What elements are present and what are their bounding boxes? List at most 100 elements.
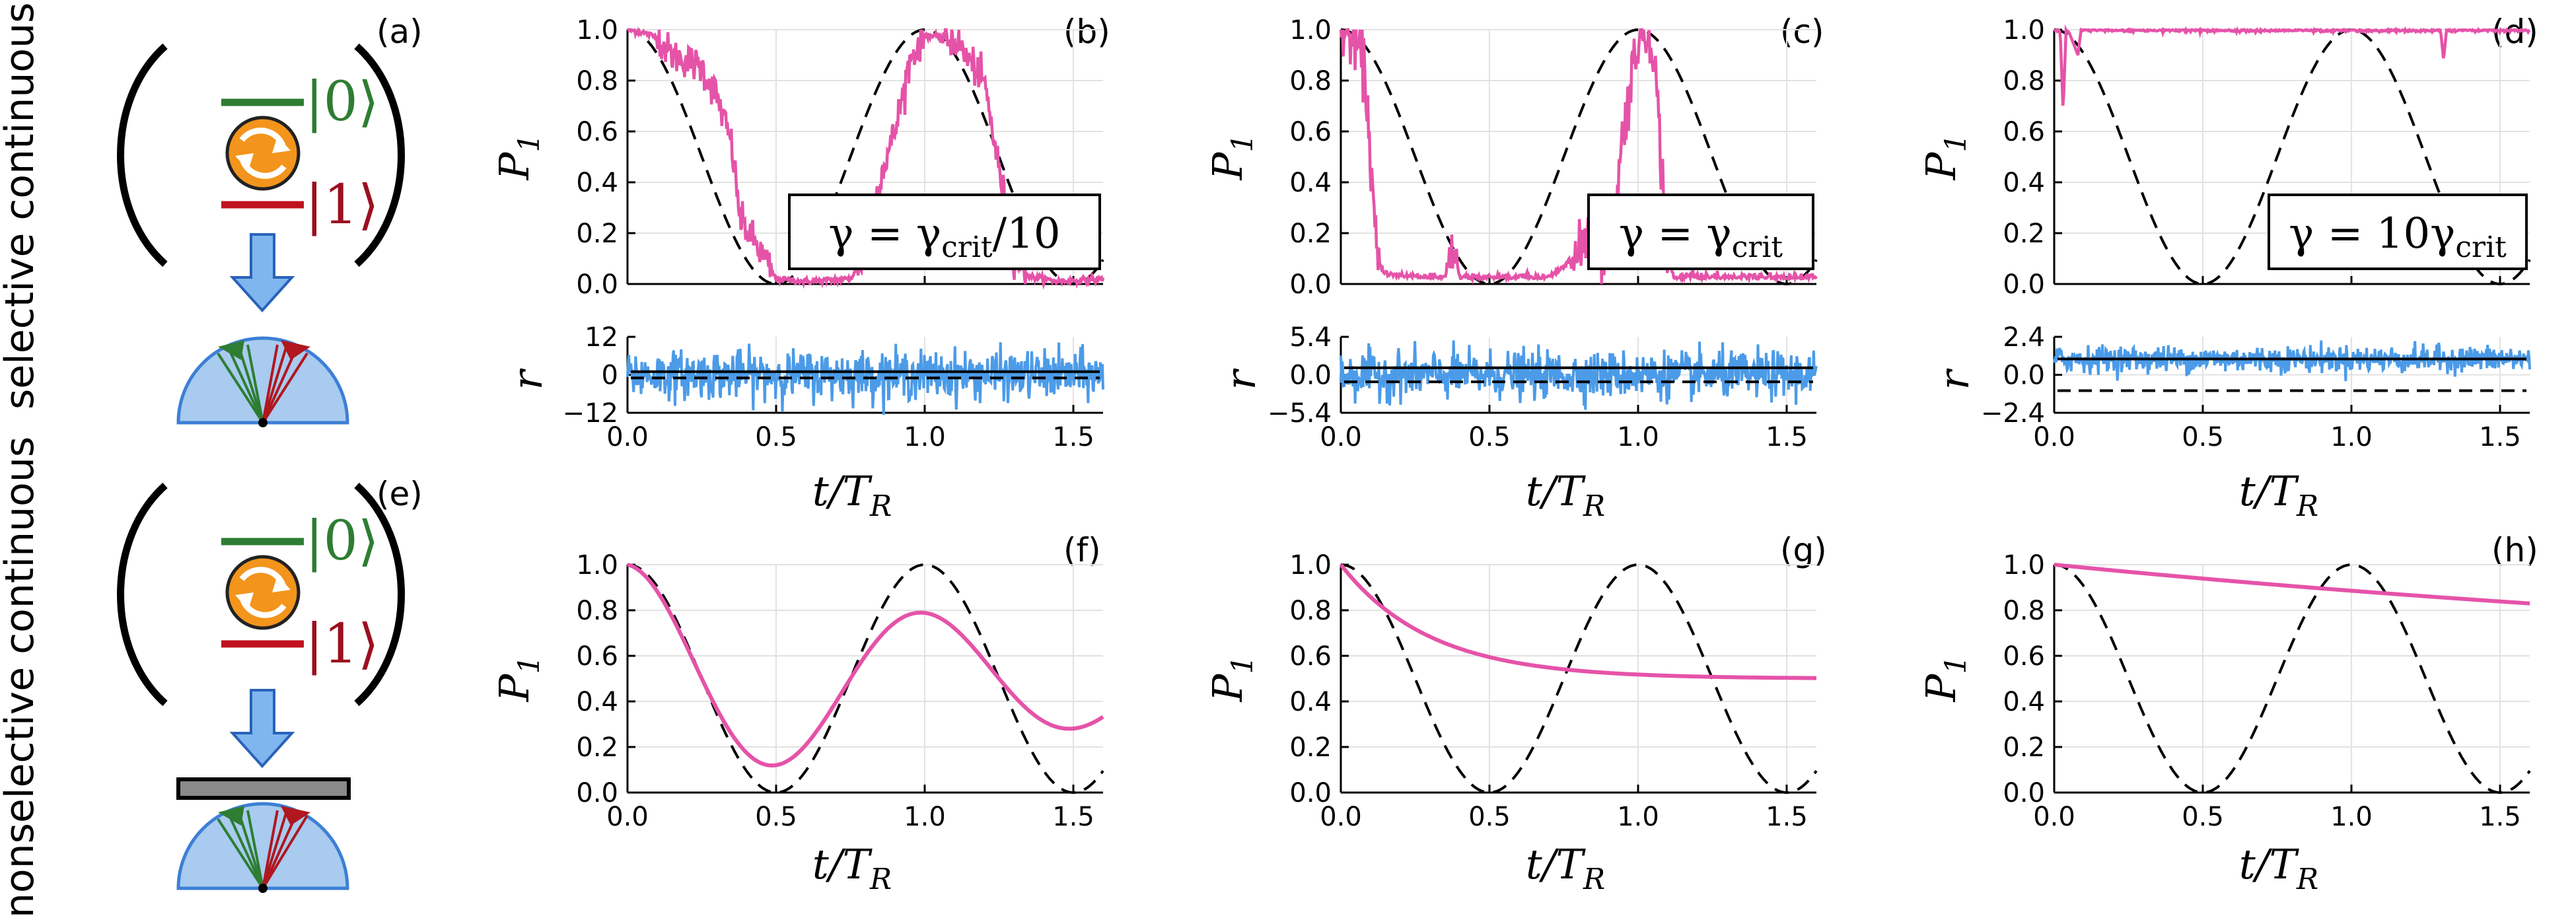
plot-f: 0.0 0.2 0.4 0.6 0.8 1.0 0.0 0.5 1.0 1.5 P1 t/TR: [490, 550, 1104, 896]
x-tick-label: 0.5: [2182, 802, 2224, 832]
ket-0-label: |0⟩: [305, 510, 379, 573]
plot-b: 0.0 0.2 0.4 0.6 0.8 1.0 P1 γ = γcrit/10: [490, 15, 1105, 300]
y-axis-label: r: [503, 368, 552, 390]
y-tick-label: 1.0: [1289, 550, 1332, 581]
x-tick-label: 1.5: [2479, 422, 2521, 452]
x-tick-label: 0.0: [1320, 422, 1362, 452]
x-tick-label: 1.5: [2479, 802, 2521, 832]
plot-h: 0.0 0.2 0.4 0.6 0.8 1.0 0.0 0.5 1.0 1.5 P1 t/TR: [1917, 550, 2531, 896]
panel-letter-e: (e): [376, 475, 423, 513]
y-tick-label: 0.8: [576, 66, 618, 96]
y-tick-label: 0.0: [1289, 269, 1332, 300]
y-tick-label: 1.0: [1289, 15, 1332, 46]
y-tick-label: −5.4: [1268, 398, 1332, 429]
ensemble-average-line: [2054, 563, 2530, 606]
panel-letter-a: (a): [376, 13, 423, 51]
schematic-e: |0⟩ |1⟩: [117, 482, 405, 893]
y-tick-label: 0.4: [1289, 168, 1332, 198]
legend-label: γ = γcrit: [1619, 209, 1783, 264]
y-tick-label: 0.4: [2003, 168, 2045, 198]
y-tick-label: 0.4: [576, 168, 618, 198]
ket-1-label: |1⟩: [305, 174, 379, 236]
y-tick-label: 5.4: [1289, 322, 1332, 353]
y-tick-label: 1.0: [576, 550, 618, 581]
x-tick-label: 1.0: [2330, 422, 2373, 452]
y-tick-label: −12: [563, 398, 618, 429]
y-tick-label: 0.6: [576, 641, 618, 672]
y-tick-label: 0.6: [2003, 117, 2045, 147]
legend-box: [2268, 194, 2528, 270]
plot-g: 0.0 0.2 0.4 0.6 0.8 1.0 0.0 0.5 1.0 1.5 P1 t/TR: [1203, 550, 1818, 896]
legend-label: γ = 10γcrit: [2289, 209, 2507, 264]
down-arrow-icon: [229, 233, 295, 312]
y-tick-label: 0: [602, 361, 618, 391]
panel-letter-c: (c): [1780, 13, 1824, 51]
x-tick-label: 1.5: [1052, 802, 1094, 832]
panel-letter-f: (f): [1063, 531, 1101, 569]
y-axis-label: r: [1217, 368, 1265, 390]
panel-letter-h: (h): [2491, 531, 2538, 569]
x-tick-label: 1.0: [1617, 802, 1659, 832]
y-axis-label: P1: [490, 134, 546, 181]
ket-0-label: |0⟩: [305, 71, 379, 133]
x-axis-label: t/TR: [1526, 467, 1605, 523]
x-tick-label: 1.0: [904, 422, 946, 452]
legend-box: [1587, 194, 1814, 270]
y-tick-label: 0.8: [2003, 66, 2045, 96]
y-tick-label: 0.0: [2003, 778, 2045, 808]
cavity-mirror-left: [117, 482, 168, 707]
blocking-plate: [176, 777, 351, 800]
rotation-arrows-icon: [225, 116, 301, 191]
y-tick-label: 0.2: [2003, 732, 2045, 763]
y-axis-label: P1: [1917, 656, 1973, 703]
down-arrow-icon: [229, 689, 295, 768]
x-tick-label: 1.0: [2330, 802, 2373, 832]
schematic-a: |0⟩ |1⟩: [117, 43, 405, 427]
y-tick-label: 0.8: [1289, 66, 1332, 96]
y-tick-label: 0.4: [1289, 687, 1332, 717]
y-tick-label: 0.2: [1289, 219, 1332, 249]
y-tick-label: 0.2: [576, 219, 618, 249]
row-label-selective: selective continuous: [0, 3, 43, 409]
y-tick-label: −2.4: [1981, 398, 2045, 429]
ket-1-label: |1⟩: [305, 613, 379, 676]
y-tick-label: 0.2: [1289, 732, 1332, 763]
detector-icon: [176, 336, 349, 427]
ensemble-average-line: [1339, 563, 1816, 680]
y-axis-label: P1: [1917, 134, 1973, 181]
panel-letter-g: (g): [1780, 531, 1827, 569]
reference-dashed-line: [1340, 563, 1818, 795]
y-tick-label: 0.0: [576, 778, 618, 808]
x-tick-label: 1.5: [1766, 422, 1808, 452]
measurement-record-line: [1340, 340, 1818, 410]
y-tick-label: 1.0: [2003, 15, 2045, 46]
x-axis-label: t/TR: [812, 467, 892, 523]
y-tick-label: 1.0: [2003, 550, 2045, 581]
y-tick-label: 0.0: [1289, 361, 1332, 391]
x-axis-label: t/TR: [2239, 467, 2318, 523]
y-tick-label: 0.0: [2003, 361, 2045, 391]
x-tick-label: 1.5: [1766, 802, 1808, 832]
x-tick-label: 1.5: [1052, 422, 1094, 452]
cavity-mirror-left: [117, 43, 168, 267]
legend-label: γ = γcrit/10: [828, 209, 1060, 264]
ensemble-average-line: [627, 563, 1104, 767]
x-tick-label: 1.0: [1617, 422, 1659, 452]
y-tick-label: 0.8: [576, 596, 618, 626]
y-tick-label: 0.8: [2003, 596, 2045, 626]
x-tick-label: 0.0: [606, 802, 649, 832]
y-tick-label: 0.4: [576, 687, 618, 717]
row-label-nonselective: nonselective continuous: [0, 437, 43, 918]
y-axis-label: P1: [490, 656, 546, 703]
plots: 0.0 0.2 0.4 0.6 0.8 1.0 P1 γ = γcrit/10 0.0 0.2 0.…: [490, 15, 2531, 896]
y-tick-label: 0.0: [576, 269, 618, 300]
x-tick-label: 0.0: [1320, 802, 1362, 832]
y-tick-label: 0.6: [2003, 641, 2045, 672]
y-axis-label: r: [1930, 368, 1978, 390]
plot-d: 0.0 0.2 0.4 0.6 0.8 1.0 P1 γ = 10γcrit: [1917, 15, 2531, 300]
y-tick-label: 0.6: [1289, 641, 1332, 672]
y-tick-label: 0.2: [576, 732, 618, 763]
y-axis-label: P1: [1203, 656, 1260, 703]
x-tick-label: 0.5: [1468, 802, 1511, 832]
